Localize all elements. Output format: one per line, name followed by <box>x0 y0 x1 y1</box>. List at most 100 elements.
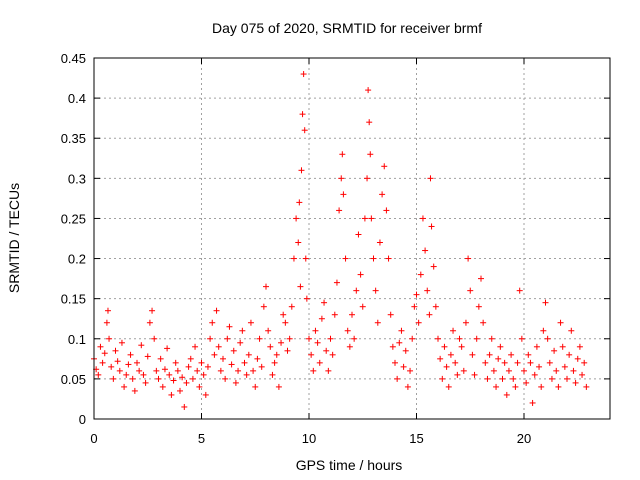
data-point <box>581 359 588 366</box>
data-point <box>365 87 372 94</box>
data-point <box>400 363 407 370</box>
data-point <box>533 343 540 350</box>
data-point <box>138 342 145 349</box>
y-tick-label: 0.1 <box>68 332 86 347</box>
data-point <box>179 374 186 381</box>
data-point <box>149 307 156 314</box>
data-point <box>366 119 373 126</box>
data-point <box>525 351 532 358</box>
data-point <box>551 347 558 354</box>
data-point <box>407 367 414 374</box>
data-point <box>441 343 448 350</box>
data-point <box>125 361 132 368</box>
data-point <box>359 303 366 310</box>
chart-title: Day 075 of 2020, SRMTID for receiver brm… <box>212 20 482 36</box>
data-point <box>140 371 147 378</box>
data-point <box>217 367 224 374</box>
data-point <box>267 343 274 350</box>
data-point <box>353 287 360 294</box>
data-point <box>200 371 207 378</box>
data-point <box>194 367 201 374</box>
data-point <box>316 359 323 366</box>
data-point <box>284 347 291 354</box>
data-point <box>424 287 431 294</box>
data-point <box>108 363 115 370</box>
data-point <box>241 359 248 366</box>
data-point <box>349 311 355 318</box>
data-point <box>338 175 345 182</box>
data-point <box>553 367 560 374</box>
data-point <box>564 375 570 382</box>
data-point <box>521 367 527 374</box>
data-point <box>419 215 426 222</box>
x-tick-label: 10 <box>302 431 316 446</box>
data-point <box>213 307 220 314</box>
data-point <box>471 371 478 378</box>
axis-ticks: 0 0.05 0.1 0.15 0.2 0.25 0.3 0.35 0.4 0.45 0 5 10 15 2… <box>61 51 610 446</box>
data-point <box>454 371 461 378</box>
data-point <box>570 367 577 374</box>
data-point <box>415 319 422 326</box>
data-point <box>370 255 377 262</box>
data-point <box>456 335 463 342</box>
x-axis-label: GPS time / hours <box>296 457 403 473</box>
data-point <box>290 255 297 262</box>
data-point <box>155 375 162 382</box>
data-point <box>579 371 586 378</box>
data-point <box>488 335 495 342</box>
data-point <box>495 355 502 362</box>
data-point <box>536 363 543 370</box>
data-point <box>486 351 493 358</box>
data-point <box>557 319 564 326</box>
data-point <box>568 327 575 334</box>
data-point <box>574 355 581 362</box>
data-point <box>209 319 216 326</box>
data-point <box>157 355 164 362</box>
data-point <box>409 335 416 342</box>
data-point <box>239 327 246 334</box>
data-point <box>432 303 439 310</box>
data-point <box>340 191 347 198</box>
data-point <box>514 359 521 366</box>
data-point <box>430 263 437 270</box>
data-point <box>555 383 562 390</box>
data-point <box>204 363 211 370</box>
data-point <box>99 359 106 366</box>
data-point <box>164 345 171 352</box>
data-point <box>187 355 194 362</box>
grid-lines <box>94 58 610 419</box>
data-point <box>443 363 450 370</box>
data-point <box>542 299 549 306</box>
data-point <box>280 311 287 318</box>
data-point <box>106 335 113 342</box>
data-point <box>226 323 233 330</box>
data-point <box>170 377 177 384</box>
data-point <box>142 379 149 386</box>
data-point <box>247 319 254 326</box>
data-point <box>501 359 508 366</box>
data-point <box>546 359 553 366</box>
data-point <box>458 343 465 350</box>
data-point <box>151 335 158 342</box>
data-point <box>344 327 351 334</box>
data-point <box>252 383 259 390</box>
data-point <box>508 351 515 358</box>
data-point <box>308 351 315 358</box>
y-tick-label: 0 <box>79 412 86 427</box>
data-point <box>357 271 364 278</box>
data-point <box>127 351 134 358</box>
data-point <box>336 207 343 214</box>
data-point <box>325 367 332 374</box>
data-point <box>318 315 325 322</box>
data-point <box>303 295 310 302</box>
data-point <box>462 319 469 326</box>
data-point <box>275 383 282 390</box>
data-point <box>339 151 346 158</box>
data-point <box>372 287 379 294</box>
data-point <box>282 319 289 326</box>
plot-frame <box>93 57 611 420</box>
data-point <box>351 335 358 342</box>
data-point <box>202 391 209 398</box>
data-point <box>484 375 491 382</box>
